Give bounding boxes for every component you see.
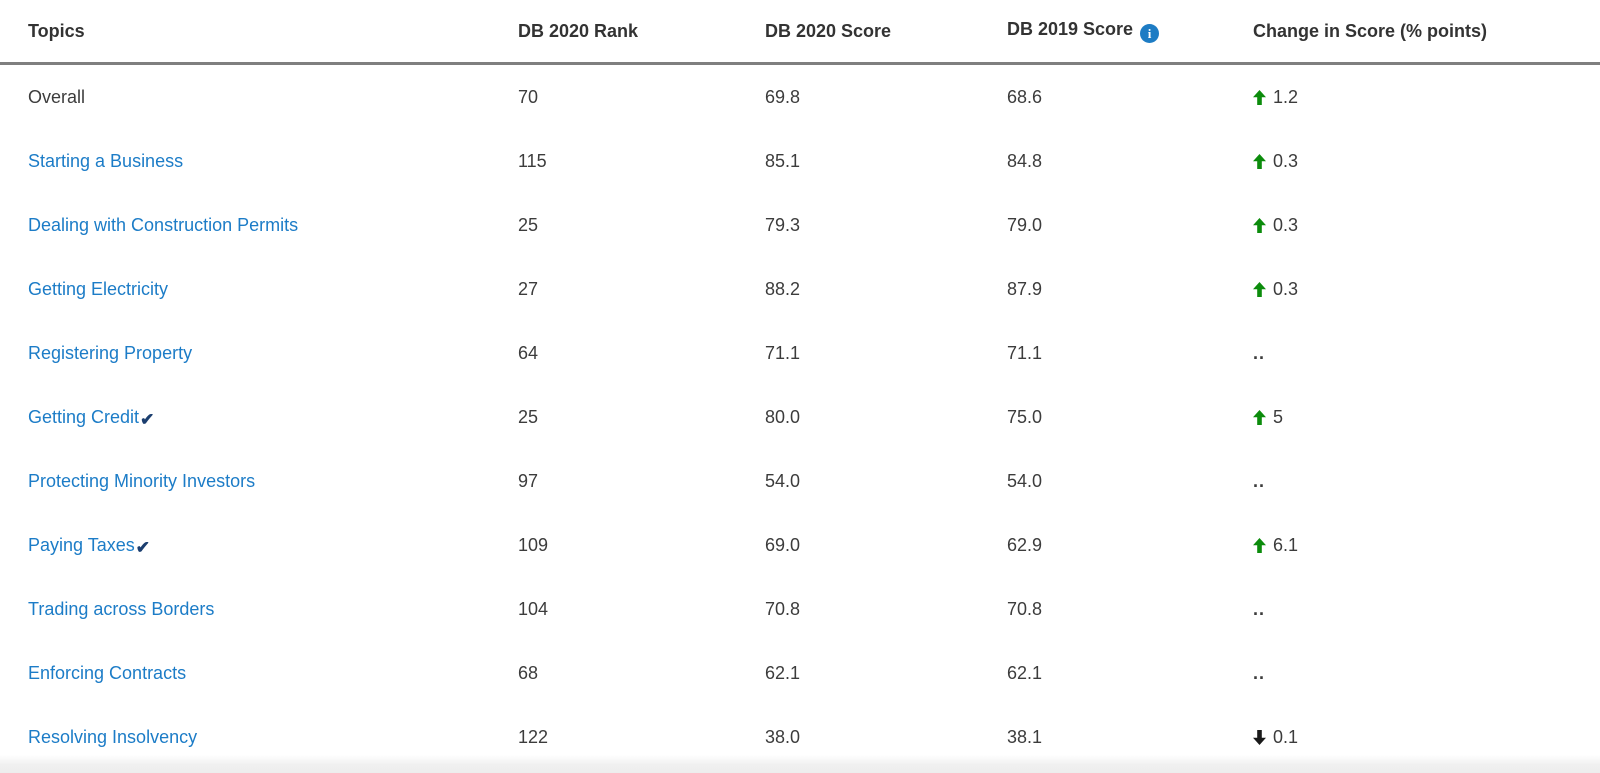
table-row-trading-across-borders: Trading across Borders 104 70.8 70.8 .. <box>0 577 1600 641</box>
change-value: .. <box>1253 598 1266 619</box>
score-2020-value: 80.0 <box>765 406 801 427</box>
change-value: 0.1 <box>1273 726 1299 747</box>
rank-value: 122 <box>518 726 549 747</box>
score-2020-value: 69.0 <box>765 534 801 555</box>
table-row-enforcing-contracts: Enforcing Contracts 68 62.1 62.1 .. <box>0 641 1600 705</box>
score-2020-value: 62.1 <box>765 662 801 683</box>
table-row-starting-a-business: Starting a Business 115 85.1 84.8 0.3 <box>0 129 1600 193</box>
score-2020-value: 88.2 <box>765 278 801 299</box>
change-cell: 0.3 <box>1253 279 1600 300</box>
header-divider <box>0 62 1600 65</box>
change-cell: .. <box>1253 599 1600 620</box>
score-2020-value: 79.3 <box>765 214 801 235</box>
score-2020-value: 71.1 <box>765 342 801 363</box>
rank-value: 109 <box>518 534 549 555</box>
score-2019-value: 70.8 <box>1007 598 1043 619</box>
topic-link-enforcing-contracts[interactable]: Enforcing Contracts <box>28 662 187 683</box>
change-value: 0.3 <box>1273 150 1299 171</box>
score-2019-value: 84.8 <box>1007 150 1043 171</box>
column-header-db2020-rank: DB 2020 Rank <box>518 20 639 41</box>
table-row-protecting-minority-investors: Protecting Minority Investors 97 54.0 54… <box>0 449 1600 513</box>
change-value: 0.3 <box>1273 278 1299 299</box>
score-2020-value: 38.0 <box>765 726 801 747</box>
change-value: 5 <box>1273 406 1284 427</box>
change-cell: 6.1 <box>1253 535 1600 556</box>
score-2019-value: 62.1 <box>1007 662 1043 683</box>
reform-check-icon: ✔ <box>135 537 150 557</box>
rank-value: 64 <box>518 342 539 363</box>
change-cell: 1.2 <box>1253 87 1600 108</box>
score-2020-value: 85.1 <box>765 150 801 171</box>
rank-value: 25 <box>518 214 539 235</box>
info-icon[interactable]: i <box>1140 24 1160 44</box>
change-value: 0.3 <box>1273 214 1299 235</box>
topic-link-starting-a-business[interactable]: Starting a Business <box>28 150 184 171</box>
change-value: 6.1 <box>1273 534 1299 555</box>
change-cell: 0.1 <box>1253 727 1600 748</box>
topic-link-paying-taxes[interactable]: Paying Taxes <box>28 534 135 555</box>
table-header-row: Topics DB 2020 Rank DB 2020 Score DB 201… <box>0 0 1600 62</box>
change-value: 1.2 <box>1273 86 1299 107</box>
db2019-score-label: DB 2019 Score <box>1007 18 1134 39</box>
arrow-up-icon <box>1253 281 1266 297</box>
topic-link-dealing-with-construction-permits[interactable]: Dealing with Construction Permits <box>28 214 299 235</box>
topic-link-resolving-insolvency[interactable]: Resolving Insolvency <box>28 726 198 747</box>
arrow-up-icon <box>1253 537 1266 553</box>
arrow-up-icon <box>1253 409 1266 425</box>
rank-value: 70 <box>518 86 539 107</box>
rank-value: 27 <box>518 278 539 299</box>
arrow-up-icon <box>1253 89 1266 105</box>
change-value: .. <box>1253 470 1266 491</box>
score-2020-value: 70.8 <box>765 598 801 619</box>
table-row-resolving-insolvency: Resolving Insolvency 122 38.0 38.1 0.1 <box>0 705 1600 769</box>
topic-label-overall: Overall <box>28 86 86 107</box>
rank-value: 115 <box>518 150 547 171</box>
table-row-dealing-with-construction-permits: Dealing with Construction Permits 25 79.… <box>0 193 1600 257</box>
table-row-getting-electricity: Getting Electricity 27 88.2 87.9 0.3 <box>0 257 1600 321</box>
score-2019-value: 87.9 <box>1007 278 1043 299</box>
table-row-registering-property: Registering Property 64 71.1 71.1 .. <box>0 321 1600 385</box>
arrow-up-icon <box>1253 153 1266 169</box>
topic-link-protecting-minority-investors[interactable]: Protecting Minority Investors <box>28 470 256 491</box>
rank-value: 25 <box>518 406 539 427</box>
change-value: .. <box>1253 342 1266 363</box>
table-row-overall: Overall 70 69.8 68.6 1.2 <box>0 65 1600 129</box>
change-cell: 0.3 <box>1253 215 1600 236</box>
column-header-change: Change in Score (% points) <box>1253 20 1488 41</box>
change-cell: 0.3 <box>1253 151 1600 172</box>
score-2019-value: 79.0 <box>1007 214 1043 235</box>
topic-link-getting-credit[interactable]: Getting Credit <box>28 406 140 427</box>
topic-link-trading-across-borders[interactable]: Trading across Borders <box>28 598 215 619</box>
change-cell: .. <box>1253 471 1600 492</box>
change-cell: .. <box>1253 343 1600 364</box>
reform-check-icon: ✔ <box>140 409 155 429</box>
table-row-getting-credit: Getting Credit✔ 25 80.0 75.0 5 <box>0 385 1600 449</box>
column-header-db2019-score: DB 2019 Score i <box>1007 19 1253 44</box>
rank-value: 97 <box>518 470 539 491</box>
column-header-db2020-score: DB 2020 Score <box>765 20 892 41</box>
arrow-down-icon <box>1253 729 1266 745</box>
rank-value: 68 <box>518 662 539 683</box>
score-2019-value: 75.0 <box>1007 406 1043 427</box>
score-2020-value: 54.0 <box>765 470 801 491</box>
score-2019-value: 38.1 <box>1007 726 1043 747</box>
rank-value: 104 <box>518 598 549 619</box>
table-row-paying-taxes: Paying Taxes✔ 109 69.0 62.9 6.1 <box>0 513 1600 577</box>
change-cell: 5 <box>1253 407 1600 428</box>
topic-link-registering-property[interactable]: Registering Property <box>28 342 193 363</box>
score-2019-value: 68.6 <box>1007 86 1043 107</box>
topic-link-getting-electricity[interactable]: Getting Electricity <box>28 278 169 299</box>
column-header-topics: Topics <box>28 20 85 41</box>
score-2019-value: 71.1 <box>1007 342 1043 363</box>
score-2019-value: 62.9 <box>1007 534 1043 555</box>
score-2019-value: 54.0 <box>1007 470 1043 491</box>
change-value: .. <box>1253 662 1266 683</box>
arrow-up-icon <box>1253 217 1266 233</box>
score-2020-value: 69.8 <box>765 86 801 107</box>
change-cell: .. <box>1253 663 1600 684</box>
